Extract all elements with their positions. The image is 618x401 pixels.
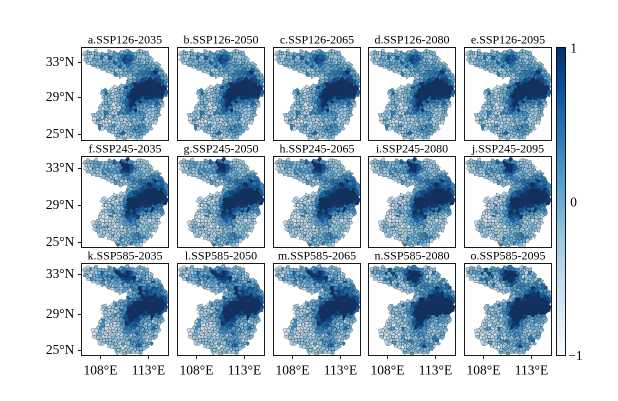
svg-text:o.SSP585-2095: o.SSP585-2095 xyxy=(470,249,545,263)
svg-text:25°N: 25°N xyxy=(46,234,75,249)
svg-text:d.SSP126-2080: d.SSP126-2080 xyxy=(374,33,449,47)
svg-text:29°N: 29°N xyxy=(46,197,75,212)
svg-text:108°E: 108°E xyxy=(276,363,310,378)
svg-text:33°N: 33°N xyxy=(46,54,75,69)
svg-text:33°N: 33°N xyxy=(46,266,75,281)
svg-text:113°E: 113°E xyxy=(419,363,452,378)
svg-text:29°N: 29°N xyxy=(46,89,75,104)
svg-text:e.SSP126-2095: e.SSP126-2095 xyxy=(471,33,545,47)
svg-text:−1: −1 xyxy=(568,348,582,363)
svg-text:l.SSP585-2050: l.SSP585-2050 xyxy=(185,249,257,263)
svg-text:108°E: 108°E xyxy=(371,363,405,378)
svg-text:j.SSP245-2095: j.SSP245-2095 xyxy=(471,142,544,156)
svg-text:113°E: 113°E xyxy=(228,363,261,378)
svg-text:i.SSP245-2080: i.SSP245-2080 xyxy=(376,142,448,156)
svg-text:29°N: 29°N xyxy=(46,306,75,321)
svg-text:113°E: 113°E xyxy=(515,363,548,378)
svg-text:k.SSP585-2035: k.SSP585-2035 xyxy=(87,249,162,263)
svg-text:113°E: 113°E xyxy=(132,363,165,378)
svg-text:25°N: 25°N xyxy=(46,342,75,357)
svg-text:108°E: 108°E xyxy=(180,363,214,378)
svg-text:25°N: 25°N xyxy=(46,126,75,141)
svg-text:108°E: 108°E xyxy=(84,363,118,378)
svg-text:33°N: 33°N xyxy=(46,160,75,175)
svg-text:0: 0 xyxy=(570,194,577,209)
svg-text:1: 1 xyxy=(570,41,577,56)
svg-text:a.SSP126-2035: a.SSP126-2035 xyxy=(88,33,162,47)
svg-text:n.SSP585-2080: n.SSP585-2080 xyxy=(374,249,449,263)
svg-text:c.SSP126-2065: c.SSP126-2065 xyxy=(280,33,354,47)
svg-text:h.SSP245-2065: h.SSP245-2065 xyxy=(279,142,354,156)
svg-text:g.SSP245-2050: g.SSP245-2050 xyxy=(183,142,258,156)
svg-text:f.SSP245-2035: f.SSP245-2035 xyxy=(88,142,161,156)
svg-text:113°E: 113°E xyxy=(324,363,357,378)
svg-text:m.SSP585-2065: m.SSP585-2065 xyxy=(278,249,356,263)
svg-text:108°E: 108°E xyxy=(467,363,501,378)
svg-text:b.SSP126-2050: b.SSP126-2050 xyxy=(183,33,258,47)
